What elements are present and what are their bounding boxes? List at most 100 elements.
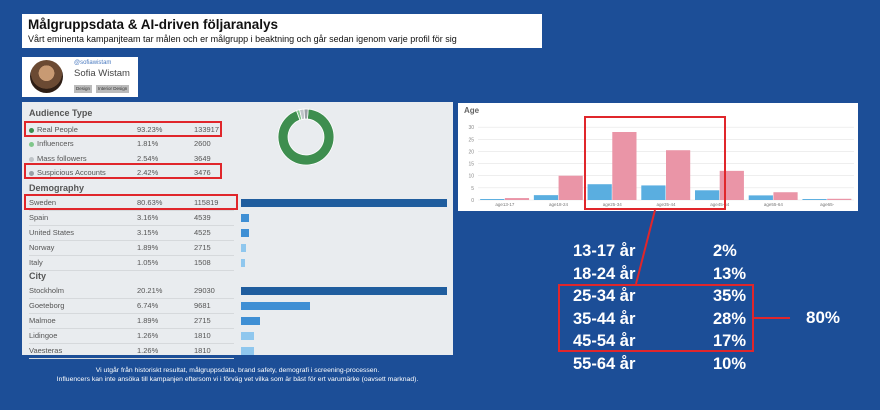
x-tick-label: age35-44 xyxy=(656,202,676,207)
age-bar xyxy=(773,192,798,200)
audience-panel: Audience Type Real People 93.23% 133917 … xyxy=(22,102,453,359)
age-chart-panel: Age 0 5 10 15 20 25 30 age13-17 age18-24 age25-34… xyxy=(458,103,858,211)
age-pct: 2% xyxy=(713,242,737,260)
city-row: Lidingoe 1.26% 1810 xyxy=(29,330,259,342)
age-range: 35-44 år xyxy=(573,309,636,328)
demography-heading: Demography xyxy=(29,183,85,193)
age-bar xyxy=(504,198,530,200)
age-range: 25-34 år xyxy=(573,287,636,305)
legend-dot xyxy=(29,127,34,133)
y-tick-label: 30 xyxy=(468,125,474,131)
demography-row: Spain 3.16% 4539 xyxy=(29,212,259,224)
profile-card[interactable]: @sofiawistam Sofia Wistam Design Interio… xyxy=(22,57,138,97)
demography-count: 4525 xyxy=(194,228,211,237)
row-divider xyxy=(29,240,234,241)
age-pct: 10% xyxy=(713,354,747,373)
footnote: Vi utgår från historiskt resultat, målgr… xyxy=(22,366,453,384)
demography-row: Norway 1.89% 2715 xyxy=(29,242,259,254)
audience-pct: 1.81% xyxy=(137,139,159,148)
city-label: Vaesteras xyxy=(29,346,63,355)
city-bar xyxy=(241,287,447,295)
x-tick-label: age25-34 xyxy=(603,202,623,207)
age-pct: 35% xyxy=(713,287,747,305)
x-tick-label: age65- xyxy=(820,202,835,207)
x-tick-label: age45-54 xyxy=(710,202,730,207)
age-table-row: 45-54 år 17% xyxy=(573,331,753,351)
age-bar xyxy=(748,195,773,200)
demography-row: United States 3.15% 4525 xyxy=(29,227,259,239)
age-table-row: 55-64 år 10% xyxy=(573,354,753,374)
row-divider xyxy=(29,313,234,314)
profile-handle[interactable]: @sofiawistam xyxy=(74,60,112,66)
city-label: Lidingoe xyxy=(29,331,58,340)
demography-label: Sweden xyxy=(29,198,57,207)
audience-count: 133917 xyxy=(194,125,220,134)
demography-count: 4539 xyxy=(194,213,211,222)
audience-row: Suspicious Accounts 2.42% 3476 xyxy=(29,167,259,179)
demography-bar xyxy=(241,199,447,207)
highlight-age-table xyxy=(558,284,754,352)
audience-pct: 2.54% xyxy=(137,154,159,163)
age-table-row: 35-44 år 28% xyxy=(573,309,753,329)
y-tick-label: 25 xyxy=(468,137,474,143)
demography-pct: 3.16% xyxy=(137,213,159,222)
age-bar xyxy=(480,199,505,200)
demography-row: Italy 1.05% 1508 xyxy=(29,257,259,269)
audience-label: Suspicious Accounts xyxy=(37,168,106,177)
row-divider xyxy=(29,225,234,226)
age-table-row: 25-34 år 35% xyxy=(573,286,753,306)
audience-label: Mass followers xyxy=(37,154,87,163)
age-bar xyxy=(827,198,852,200)
demography-pct: 1.05% xyxy=(137,258,159,267)
audience-donut xyxy=(277,108,335,166)
city-bar xyxy=(241,317,261,325)
demography-bar xyxy=(241,259,245,267)
age-range: 55-64 år xyxy=(573,354,636,373)
city-pct: 6.74% xyxy=(137,301,159,310)
demography-label: Spain xyxy=(29,213,49,222)
age-table-row: 18-24 år 13% xyxy=(573,264,753,284)
age-chart: 0 5 10 15 20 25 30 age13-17 age18-24 age25-34 age3… xyxy=(468,125,854,207)
legend-dot xyxy=(29,141,34,147)
city-label: Stockholm xyxy=(29,286,65,295)
profile-tag: Design xyxy=(74,85,93,93)
city-bar xyxy=(241,302,310,310)
row-divider xyxy=(29,343,234,344)
y-tick-label: 20 xyxy=(468,149,474,155)
row-divider xyxy=(29,358,234,359)
demography-count: 115819 xyxy=(194,198,219,207)
city-bar xyxy=(241,347,254,355)
age-range: 13-17 år xyxy=(573,242,636,260)
age-bar xyxy=(587,184,612,200)
y-tick-label: 15 xyxy=(468,162,474,168)
row-divider xyxy=(29,328,234,329)
demography-count: 1508 xyxy=(194,258,211,267)
city-count: 29030 xyxy=(194,286,215,295)
title-banner: Målgruppsdata & AI-driven följaranalys V… xyxy=(22,14,542,48)
city-pct: 1.26% xyxy=(137,331,159,340)
age-pct: 28% xyxy=(713,309,747,328)
demography-bar xyxy=(241,214,250,222)
age-bar xyxy=(641,185,666,200)
page-subtitle: Vårt eminenta kampanjteam tar målen och … xyxy=(28,34,457,44)
demography-pct: 3.15% xyxy=(137,228,159,237)
x-tick-label: age18-24 xyxy=(549,202,569,207)
y-tick-label: 5 xyxy=(471,186,474,192)
age-total: 80% xyxy=(806,308,841,327)
city-pct: 1.26% xyxy=(137,346,159,355)
city-count: 9681 xyxy=(194,301,211,310)
city-label: Goeteborg xyxy=(29,301,65,310)
audience-count: 3476 xyxy=(194,168,211,177)
age-table-row: 13-17 år 2% xyxy=(573,241,753,261)
age-range: 45-54 år xyxy=(573,332,636,350)
age-bar xyxy=(695,190,720,200)
audience-label: Real People xyxy=(37,125,78,134)
city-row: Goeteborg 6.74% 9681 xyxy=(29,300,259,312)
footnote-line: Influencers kan inte ansöka till kampanj… xyxy=(56,376,419,383)
profile-name: Sofia Wistam xyxy=(74,68,130,79)
highlight-age-columns xyxy=(584,116,726,210)
demography-count: 2715 xyxy=(194,243,211,252)
row-divider xyxy=(29,255,234,256)
demography-label: Italy xyxy=(29,258,43,267)
